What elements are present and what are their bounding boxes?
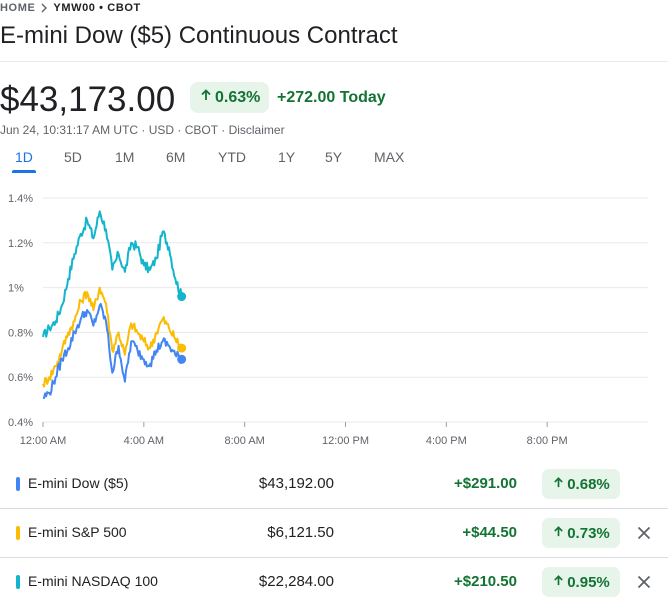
comparison-value: $43,192.00 [258,475,334,492]
breadcrumb: HOME YMW00 • CBOT [0,1,141,15]
series-end-point [177,292,187,302]
series-line [42,210,183,338]
chevron-right-icon [35,1,53,15]
comparison-percent-badge: 0.73% [542,518,620,548]
series-end-point [177,354,187,364]
arrow-up-icon [552,574,565,591]
change-today: +272.00 Today [277,89,386,106]
tab-5y[interactable]: 5Y [325,149,343,165]
current-price: $43,173.00 [0,80,176,119]
tab-1y[interactable]: 1Y [278,149,296,165]
breadcrumb-home[interactable]: HOME [0,2,36,14]
close-icon[interactable] [633,522,655,544]
quote-currency: USD [148,123,175,137]
arrow-up-icon [552,525,565,542]
quote-exchange: CBOT [184,123,218,137]
series-end-point [177,343,187,353]
comparison-percent: 0.68% [567,475,610,493]
arrow-up-icon [199,88,213,107]
comparison-name: E-mini S&P 500 [28,524,127,540]
x-tick-label: 4:00 PM [426,435,467,447]
row-divider [0,508,668,509]
x-tick-label: 12:00 AM [20,435,66,447]
comparison-row-sp500[interactable]: E-mini S&P 500 $6,121.50 +$44.50 0.73% [0,509,668,557]
y-tick-label: 0.6% [8,372,33,384]
x-tick-label: 8:00 AM [224,435,264,447]
y-tick-label: 0.4% [8,417,33,429]
quote-meta: Jun 24, 10:31:17 AM UTC · USD · CBOT · D… [0,123,285,137]
tab-1d[interactable]: 1D [15,149,33,165]
tab-5d[interactable]: 5D [64,149,82,165]
y-tick-label: 1.2% [8,238,33,250]
series-color-marker [16,526,20,540]
title-divider [0,61,668,62]
comparison-change: +$44.50 [462,524,517,541]
active-tab-indicator [12,170,36,173]
series-color-marker [16,477,20,491]
series-color-marker [16,575,20,589]
comparison-row-nasdaq[interactable]: E-mini NASDAQ 100 $22,284.00 +$210.50 0.… [0,558,668,606]
x-tick-label: 4:00 AM [124,435,164,447]
comparison-value: $6,121.50 [267,524,334,541]
comparison-change: +$210.50 [454,573,517,590]
x-tick-label: 8:00 PM [527,435,568,447]
disclaimer-link[interactable]: Disclaimer [228,123,285,137]
comparison-percent-badge: 0.95% [542,567,620,597]
series-line [42,302,183,399]
breadcrumb-symbol: YMW00 • CBOT [53,2,141,14]
comparison-percent: 0.73% [567,524,610,542]
price-chart[interactable]: 1.4% 1.2% 1% 0.8% 0.6% 0.4% 12:00 AM 4:00 AM 8:0… [0,183,668,453]
close-icon[interactable] [633,571,655,593]
comparison-row-dow[interactable]: E-mini Dow ($5) $43,192.00 +$291.00 0.68… [0,460,668,508]
quote-timestamp: Jun 24, 10:31:17 AM UTC [0,123,139,137]
tab-1m[interactable]: 1M [115,149,135,165]
row-divider [0,557,668,558]
y-tick-label: 1% [8,283,24,295]
comparison-percent: 0.95% [567,573,610,591]
x-tick-label: 12:00 PM [322,435,369,447]
y-tick-label: 0.8% [8,327,33,339]
series-line [42,286,183,388]
page-title: E-mini Dow ($5) Continuous Contract [0,22,398,49]
arrow-up-icon [552,476,565,493]
comparison-name: E-mini Dow ($5) [28,475,129,491]
tab-max[interactable]: MAX [374,149,405,165]
comparison-value: $22,284.00 [258,573,334,590]
tab-ytd[interactable]: YTD [218,149,246,165]
change-percent-badge: 0.63% [190,82,270,113]
tab-6m[interactable]: 6M [166,149,186,165]
comparison-change: +$291.00 [454,475,517,492]
comparison-name: E-mini NASDAQ 100 [28,573,158,589]
comparison-percent-badge: 0.68% [542,469,620,499]
y-tick-label: 1.4% [8,193,33,205]
change-percent: 0.63% [215,88,261,106]
